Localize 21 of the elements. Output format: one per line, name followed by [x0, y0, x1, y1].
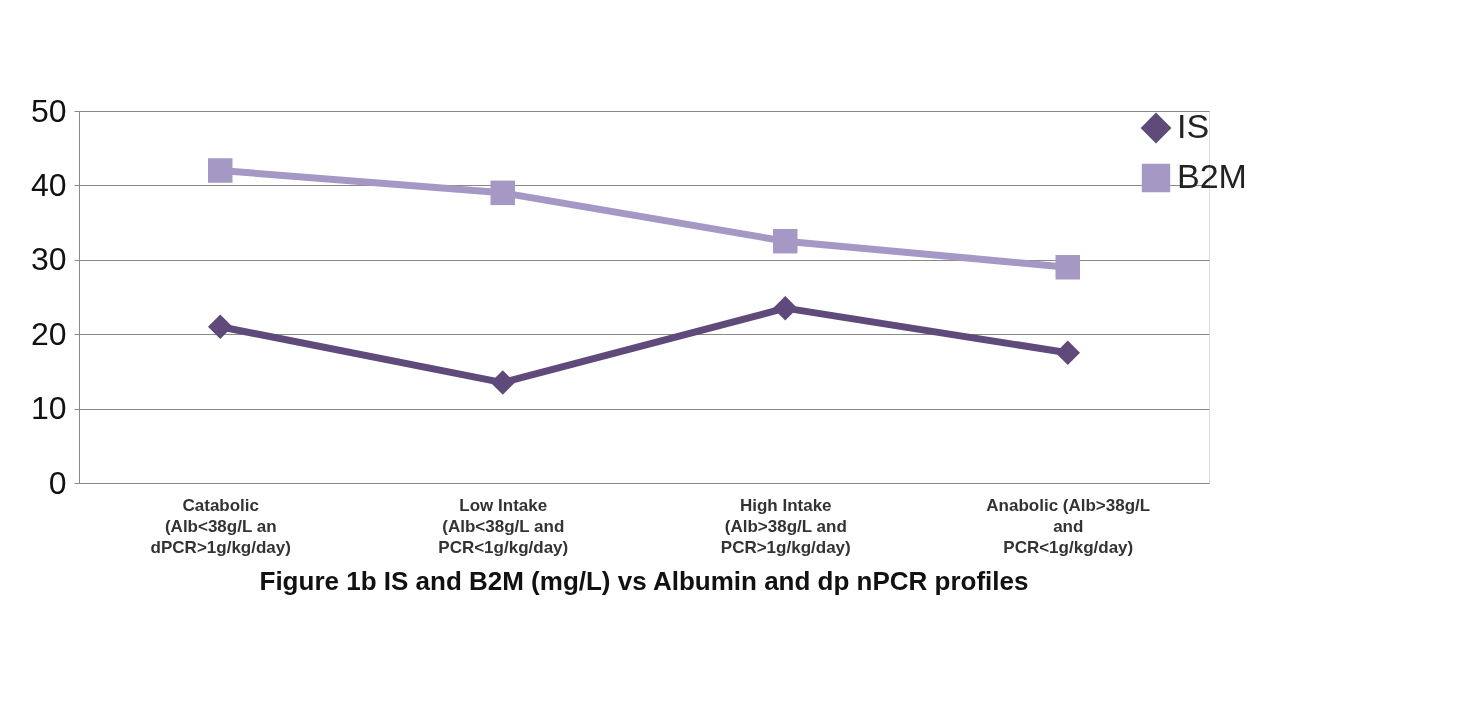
- legend-label: IS: [1177, 107, 1210, 145]
- point: [1055, 340, 1080, 366]
- y-tick-label: 30: [30, 241, 67, 278]
- point: [208, 314, 233, 340]
- legend-label: B2M: [1177, 157, 1247, 195]
- point: [490, 180, 515, 206]
- point: [208, 158, 233, 183]
- x-tick-label: Catabolic (Alb<38g/L an dPCR>1g/kg/day): [150, 495, 291, 557]
- y-tick-label: 40: [30, 166, 67, 203]
- x-tick-label: High Intake (Alb>38g/L and PCR>1g/kg/day): [720, 495, 851, 557]
- x-tick-label: Low Intake (Alb<38g/L and PCR<1g/kg/day): [438, 495, 569, 557]
- y-tick-label: 10: [30, 390, 67, 427]
- point: [490, 370, 515, 395]
- text: Figure 1b IS and B2M (mg/L) vs Albumin and dp nPCR profiles: [259, 566, 1029, 596]
- point: [773, 228, 798, 254]
- y-tick-label: 50: [30, 92, 67, 129]
- x-tick-label: Anabolic (Alb>38g/L and PCR<1g/kg/day): [986, 495, 1151, 557]
- y-tick-label: 0: [48, 464, 67, 501]
- point: [773, 295, 798, 321]
- y-tick-label: 20: [30, 315, 67, 352]
- point: [1055, 254, 1080, 280]
